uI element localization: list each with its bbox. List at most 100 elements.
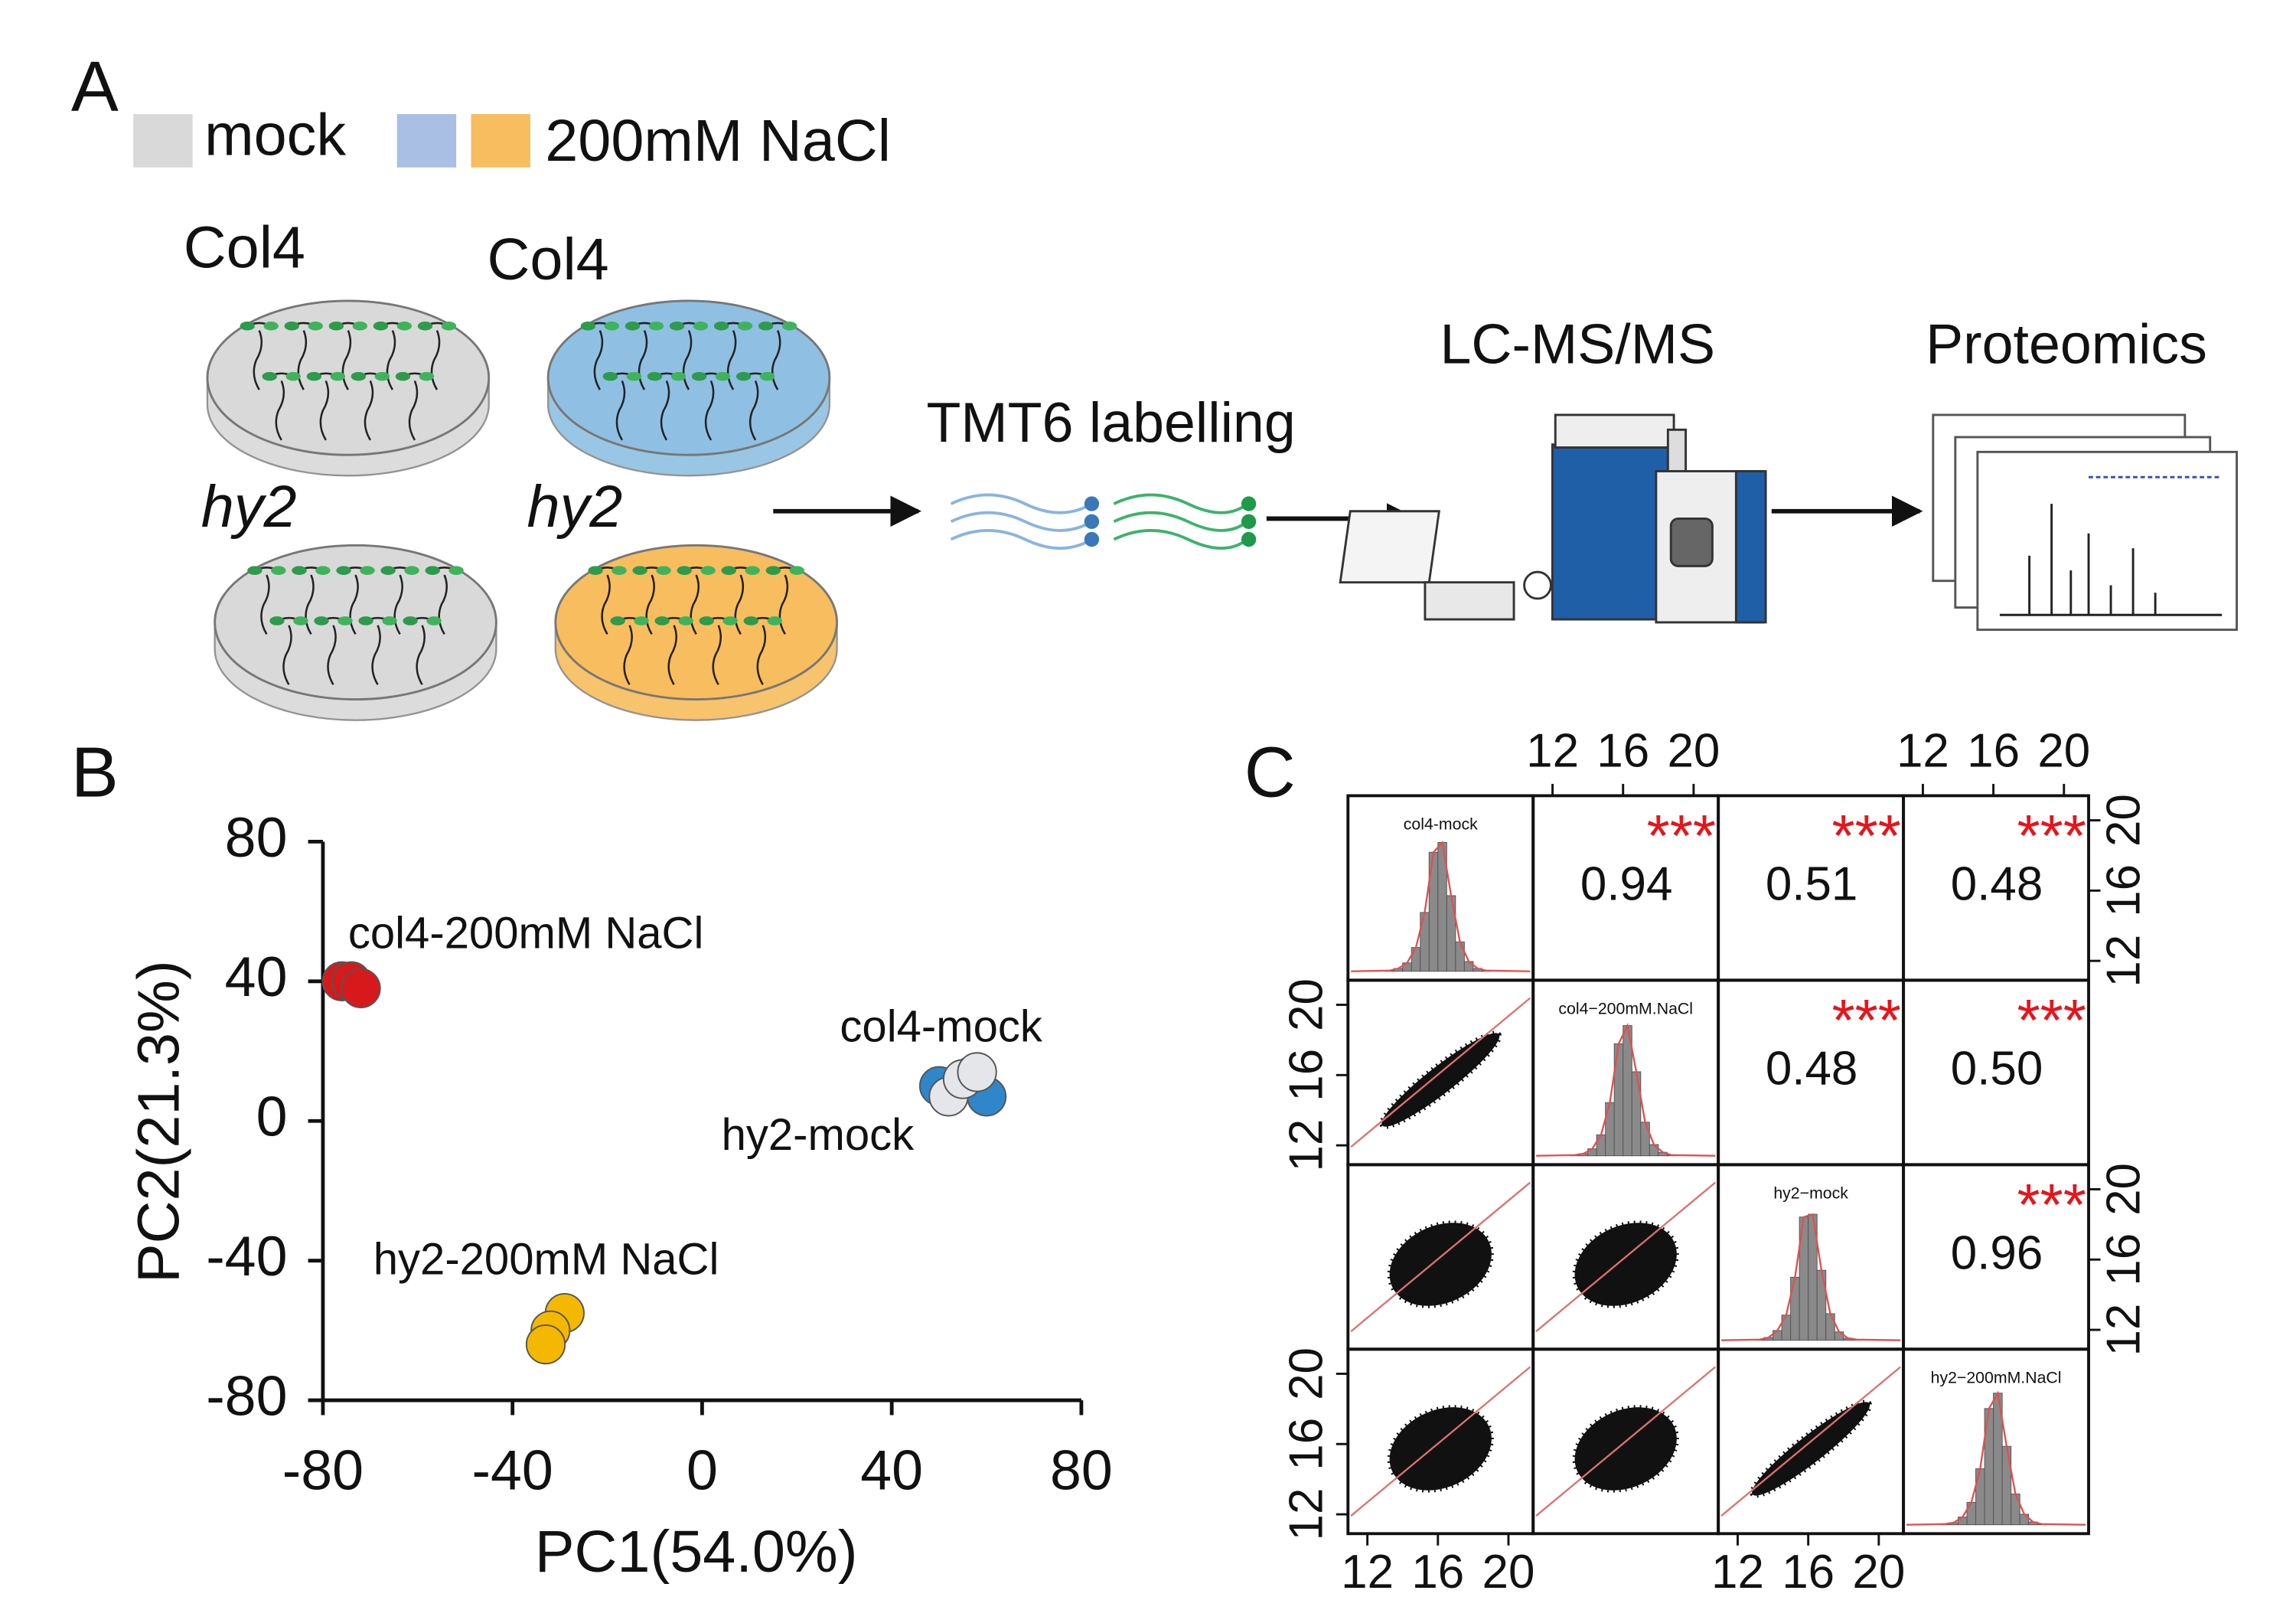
histogram-bar: [1966, 1501, 1977, 1526]
cotyledon: [678, 616, 693, 625]
seedling: [593, 330, 604, 390]
cotyledon: [374, 371, 390, 381]
legend-swatch: [471, 114, 530, 168]
cluster-label: col4-mock: [840, 1002, 1042, 1052]
legend-swatch: [133, 114, 193, 168]
dish-label: hy2: [527, 474, 623, 540]
dish-top: [554, 544, 838, 701]
seedling: [623, 625, 633, 685]
cotyledon: [626, 371, 642, 381]
significance: ***: [2017, 803, 2086, 869]
y-tick-label: 20: [1280, 1347, 1332, 1400]
cotyledon: [285, 371, 301, 381]
spectra-sheets: [1932, 413, 2239, 632]
panel-label: A: [71, 47, 119, 126]
seedling: [778, 574, 789, 635]
x-tick-label: 40: [860, 1438, 923, 1501]
cotyledon: [269, 616, 285, 625]
cotyledon: [426, 616, 442, 625]
y-tick-label: 40: [225, 945, 288, 1008]
density-curve: [1536, 1022, 1716, 1157]
seedling: [364, 380, 374, 441]
fit-line: [1350, 997, 1531, 1148]
cotyledon: [722, 616, 738, 625]
seedling: [771, 330, 781, 390]
histogram-bar: [1455, 941, 1465, 972]
cotyledon: [789, 566, 804, 575]
cotyledon: [336, 566, 351, 575]
significance: ***: [2017, 988, 2086, 1053]
seedling: [645, 574, 655, 635]
dish-top: [214, 544, 497, 701]
fit-line: [1535, 1181, 1717, 1332]
y-tick-label: 80: [225, 805, 288, 869]
cotyledon: [338, 616, 353, 625]
cotyledon: [271, 566, 286, 575]
correlation: 0.48: [1766, 1043, 1858, 1096]
cotyledon: [263, 322, 279, 331]
correlation: 0.51: [1766, 858, 1858, 911]
cotyledon: [693, 322, 709, 331]
seedling: [349, 574, 359, 635]
peptides: [950, 493, 1257, 550]
x-tick-label: 16: [1596, 725, 1649, 778]
histogram-bar: [1825, 1313, 1835, 1341]
cotyledon: [293, 616, 308, 625]
petri-dish: [546, 299, 831, 477]
cotyledon: [670, 371, 687, 381]
y-tick-label: 20: [2098, 794, 2151, 847]
step-label: Proteomics: [1926, 312, 2207, 375]
seedling: [275, 380, 285, 441]
y-tick-label: 0: [256, 1085, 288, 1148]
cotyledon: [580, 322, 596, 331]
cotyledon: [677, 566, 692, 575]
seedling: [712, 625, 722, 685]
step-label: LC-MS/MS: [1440, 312, 1716, 375]
seedling: [682, 330, 693, 390]
x-tick-label: 12: [1896, 725, 1949, 778]
cotyledon: [715, 371, 731, 381]
y-tick-label: 16: [2098, 1233, 2151, 1286]
cotyledon: [669, 322, 685, 331]
seedling: [341, 330, 352, 390]
scatter-cloud: [1750, 1399, 1873, 1498]
y-tick-label: 20: [1280, 978, 1332, 1031]
x-tick-label: 20: [1482, 1546, 1535, 1599]
correlation: 0.48: [1951, 858, 2043, 911]
seedling: [726, 330, 737, 390]
cotyledon: [292, 566, 307, 575]
cotyledon: [634, 616, 649, 625]
cotyledon: [360, 566, 375, 575]
y-tick-label: 12: [2098, 1304, 2151, 1357]
density-curve: [1721, 1213, 1901, 1341]
cotyledon: [262, 371, 277, 381]
cotyledon: [417, 322, 433, 331]
seedling: [371, 625, 381, 685]
x-tick-label: 12: [1711, 1546, 1764, 1599]
cotyledon: [632, 566, 647, 575]
panel-label: C: [1244, 733, 1296, 812]
cotyledon: [419, 371, 435, 381]
dish-label: Col4: [488, 227, 609, 292]
cotyledon: [306, 371, 321, 381]
seedling: [327, 625, 337, 685]
cotyledon: [699, 616, 714, 625]
cluster-label: hy2-mock: [722, 1110, 915, 1160]
significance: ***: [1832, 988, 1901, 1053]
y-tick-label: 16: [1280, 1049, 1332, 1102]
cluster-label: col4-200mM NaCl: [348, 909, 704, 958]
cotyledon: [247, 566, 263, 575]
x-tick-label: 16: [1967, 725, 2020, 778]
correlation: 0.96: [1951, 1227, 2043, 1280]
cotyledon: [308, 322, 323, 331]
scatter-cloud: [1572, 1405, 1679, 1493]
x-tick-label: -80: [282, 1438, 364, 1501]
seedling: [430, 330, 441, 390]
y-axis-label: PC2(21.3%): [126, 960, 191, 1283]
cotyledon: [448, 566, 464, 575]
y-tick-label: 16: [1280, 1418, 1332, 1471]
variable-label: hy2−mock: [1773, 1184, 1848, 1203]
seedling: [386, 330, 396, 390]
cotyledon: [765, 566, 781, 575]
seedling: [282, 625, 292, 685]
